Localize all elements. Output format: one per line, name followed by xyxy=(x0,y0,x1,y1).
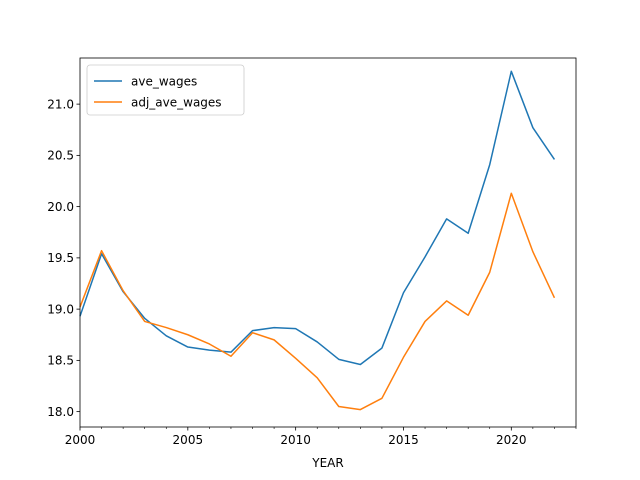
y-tick-label: 18.5 xyxy=(47,354,74,368)
x-tick-label: 2000 xyxy=(65,433,96,447)
x-tick-label: 2020 xyxy=(496,433,527,447)
x-tick-label: 2015 xyxy=(388,433,419,447)
legend: ave_wages adj_ave_wages xyxy=(86,64,245,116)
legend-label-ave_wages: ave_wages xyxy=(131,74,197,88)
series-line-adj_ave_wages xyxy=(79,192,556,411)
legend-label-adj_ave_wages: adj_ave_wages xyxy=(131,95,222,109)
y-tick-label: 18.0 xyxy=(47,405,74,419)
axes: 2000 2005 2010 2015 2020 18.0 18.5 19.0 19.5 20.0… xyxy=(47,57,577,447)
x-tick-label: 2010 xyxy=(280,433,311,447)
x-tick-label: 2005 xyxy=(173,433,204,447)
y-tick-label: 19.5 xyxy=(47,251,74,265)
y-tick-label: 20.0 xyxy=(47,200,74,214)
axes-frame xyxy=(79,57,577,428)
series-line-ave_wages xyxy=(79,70,556,366)
x-axis-label: YEAR xyxy=(311,456,343,470)
y-tick-label: 21.0 xyxy=(47,97,74,111)
legend-box xyxy=(86,64,245,116)
plot-area xyxy=(79,70,556,411)
y-tick-label: 20.5 xyxy=(47,149,74,163)
y-tick-label: 19.0 xyxy=(47,302,74,316)
